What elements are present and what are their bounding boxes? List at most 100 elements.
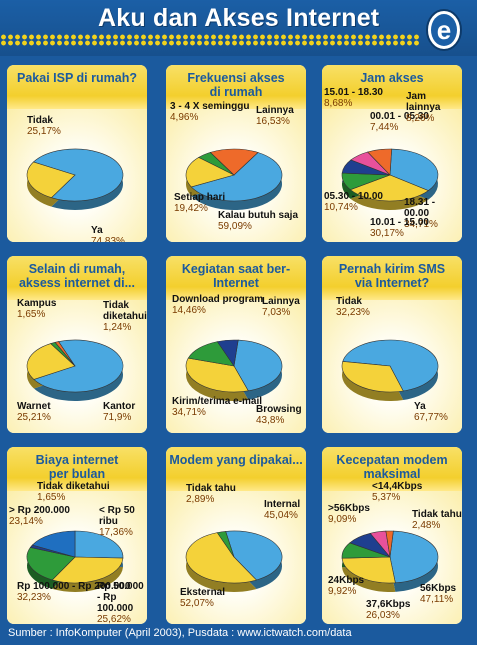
pie-slice: [190, 152, 283, 202]
chart-title-bar: Kecepatan modem maksimal: [322, 447, 462, 491]
pie-slice: [233, 339, 283, 392]
pie-slice: [341, 361, 404, 393]
slice-label-text: 37,6Kbps: [366, 599, 411, 610]
chart-title-bar: Kegiatan saat ber-Internet: [166, 256, 306, 300]
chart-panel: Kecepatan modem maksimal <14,4Kbps 5,37% >56…: [322, 447, 462, 624]
source-text: Sumber : InfoKomputer (April 2003), Pusd…: [8, 627, 352, 639]
pie-chart: [26, 530, 124, 592]
chart-title: Frekuensi akses di rumah: [187, 71, 285, 99]
slice-label: 10.01 - 15.00 30,17%: [370, 217, 429, 239]
slice-percent: 7,03%: [262, 307, 291, 318]
pie-chart: [185, 530, 283, 592]
chart-title-bar: Jam akses: [322, 65, 462, 109]
slice-label-text: <14,4Kbps: [372, 481, 423, 492]
slice-label: Rp 100.000 - Rp 200.000 32,23%: [17, 581, 130, 603]
pie-slice: [74, 530, 124, 559]
slice-percent: 25,17%: [27, 126, 61, 137]
slice-percent: 17,36%: [99, 527, 133, 538]
source-footer: Sumber : InfoKomputer (April 2003), Pusd…: [0, 622, 477, 645]
chart-title-bar: Frekuensi akses di rumah: [166, 65, 306, 109]
chart-panel: Pakai ISP di rumah? Tidak 25,17% Ya 74,83%: [7, 65, 147, 242]
slice-label: Tidak tahu 2,89%: [186, 483, 236, 505]
slice-label: Download program 14,46%: [172, 294, 263, 316]
slice-percent: 1,65%: [17, 309, 46, 320]
slice-percent: 52,07%: [180, 598, 214, 609]
chart-body: 15.01 - 18.30 8,68% 00.01 - 05.30 7,44% Jam …: [322, 87, 462, 242]
pie-slice: [385, 530, 394, 558]
pie-slice: [33, 339, 124, 393]
slice-percent: 1,24%: [103, 322, 132, 333]
slice-percent: 45,04%: [264, 510, 298, 521]
slice-percent: 8,68%: [324, 98, 353, 109]
slice-label: Internal 45,04%: [264, 499, 300, 521]
slice-percent: 7,44%: [370, 122, 399, 133]
slice-percent: 8,26%: [406, 113, 435, 124]
pie-slice: [216, 339, 239, 367]
slice-label: Eksternal 52,07%: [180, 587, 225, 609]
slice-label: >56Kbps 9,09%: [328, 503, 370, 525]
slice-percent: 9,92%: [328, 586, 357, 597]
slice-percent: 25,21%: [17, 412, 51, 423]
slice-label-text: Kantor: [103, 401, 136, 412]
slice-percent: 23,14%: [9, 516, 43, 527]
pie-slice: [367, 148, 392, 176]
slice-label: 15.01 - 18.30 8,68%: [324, 87, 383, 109]
pie-slice: [185, 157, 235, 188]
pie-slice: [225, 530, 283, 581]
slice-percent: 2,89%: [186, 494, 215, 505]
slice-label-text: Tidak diketahui: [103, 300, 147, 322]
chart-body: Tidak diketahui 1,65% > Rp 200.000 23,14% < …: [7, 481, 147, 624]
slice-label-text: Jam lainnya: [406, 91, 441, 113]
slice-label: Warnet 25,21%: [17, 401, 51, 423]
slice-label: 56Kbps 47,11%: [420, 583, 456, 605]
chart-title-bar: Pernah kirim SMS via Internet?: [322, 256, 462, 300]
pie-slice: [349, 174, 429, 202]
slice-label: 24Kbps 9,92%: [328, 575, 364, 597]
chart-panel: Biaya internet per bulan Tidak diketahui 1,…: [7, 447, 147, 624]
slice-label-text: 56Kbps: [420, 583, 457, 594]
slice-percent: 5,37%: [372, 492, 401, 503]
pie-slice: [32, 148, 124, 202]
chart-title: Kegiatan saat ber-Internet: [181, 262, 291, 290]
chart-title-bar: Pakai ISP di rumah?: [7, 65, 147, 109]
slice-percent: 71,9%: [103, 412, 132, 423]
chart-panel: Pernah kirim SMS via Internet? Tidak 32,23%…: [322, 256, 462, 433]
pie-slice: [185, 357, 249, 393]
slice-percent: 2,48%: [412, 520, 441, 531]
pie-slice: [342, 339, 439, 392]
slice-label-text: Download program: [172, 294, 264, 305]
chart-body: Tidak tahu 2,89% Internal 45,04% Eksternal 52…: [166, 483, 306, 624]
slice-label: Browsing 43,8%: [256, 404, 302, 426]
chart-title: Jam akses: [360, 71, 424, 85]
pie-slice: [31, 530, 76, 558]
slice-label-text: 15.01 - 18.30: [324, 87, 383, 98]
slice-label-text: Kirim/terima e-mail: [172, 396, 263, 407]
chart-panel: Frekuensi akses di rumah 3 - 4 X seminggu 4…: [166, 65, 306, 242]
chart-title-bar: Modem yang dipakai...: [166, 447, 306, 491]
slice-label: Setiap hari 19,42%: [174, 192, 225, 214]
chart-title: Modem yang dipakai...: [169, 453, 303, 467]
slice-label: Ya 67,77%: [414, 401, 448, 423]
pie-slice: [185, 532, 257, 584]
e-logo-icon: e: [426, 9, 462, 51]
slice-percent: 34,71%: [172, 407, 206, 418]
chart-title: Kecepatan modem maksimal: [336, 453, 448, 481]
slice-label-text: Internal: [264, 499, 301, 510]
slice-label: 37,6Kbps 26,03%: [366, 599, 410, 621]
pie-slice: [209, 148, 259, 176]
slice-percent: 14,46%: [172, 305, 206, 316]
slice-label-text: Kalau butuh saja: [218, 210, 299, 221]
slice-label: Lainnya 7,03%: [262, 296, 300, 318]
slice-label-text: Lainnya: [262, 296, 300, 307]
slice-label: 18.31 - 00.00 34,71%: [404, 197, 462, 230]
chart-body: Tidak 32,23% Ya 67,77%: [322, 296, 462, 433]
pie-chart: [26, 148, 124, 210]
pie-slice: [26, 161, 76, 198]
slice-label: > Rp 200.000 23,14%: [9, 505, 70, 527]
slice-label-text: 24Kbps: [328, 575, 365, 586]
slice-percent: 26,03%: [366, 610, 400, 621]
slice-label: Tidak diketahui 1,24%: [103, 300, 147, 333]
dot-pattern: [0, 34, 420, 46]
slice-label-text: Setiap hari: [174, 192, 226, 203]
pie-chart: [26, 339, 124, 401]
